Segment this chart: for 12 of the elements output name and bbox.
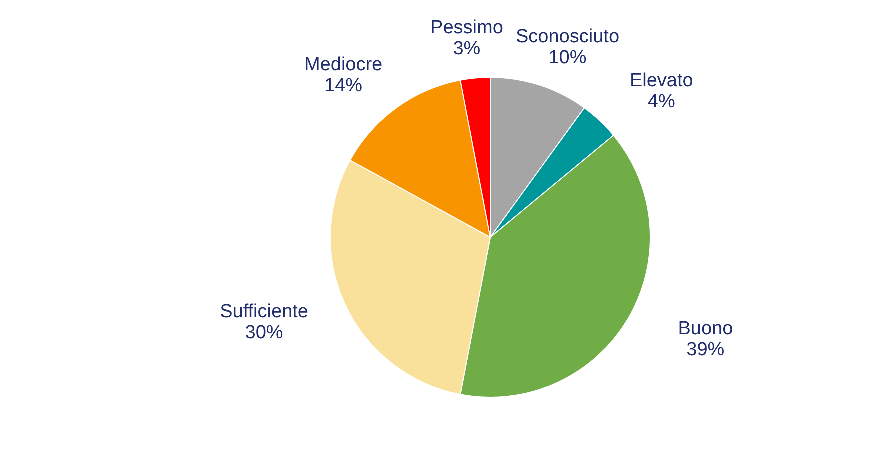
slice-label: Sufficiente (220, 302, 308, 323)
data-label: 14% (324, 76, 363, 97)
data-label: 3% (453, 38, 481, 60)
slice-label: Sconosciuto (516, 26, 620, 48)
data-label: 39% (686, 339, 725, 360)
data-label: 30% (245, 322, 284, 344)
slice-label: Elevato (630, 70, 694, 92)
slice-label: Mediocre (304, 54, 383, 76)
data-label: 4% (648, 92, 676, 113)
slice-label: Pessimo (430, 17, 504, 38)
data-label: 10% (548, 47, 587, 68)
slice-label: Buono (678, 318, 734, 340)
